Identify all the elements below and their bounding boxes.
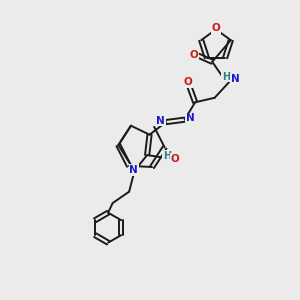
Text: N: N bbox=[186, 113, 194, 123]
Text: N: N bbox=[129, 165, 138, 175]
Text: N: N bbox=[231, 74, 239, 84]
Text: O: O bbox=[183, 77, 192, 87]
Text: H: H bbox=[163, 151, 171, 161]
Text: H: H bbox=[222, 72, 230, 82]
Text: O: O bbox=[170, 154, 179, 164]
Text: O: O bbox=[189, 50, 198, 60]
Text: O: O bbox=[212, 23, 220, 33]
Text: N: N bbox=[156, 116, 165, 126]
